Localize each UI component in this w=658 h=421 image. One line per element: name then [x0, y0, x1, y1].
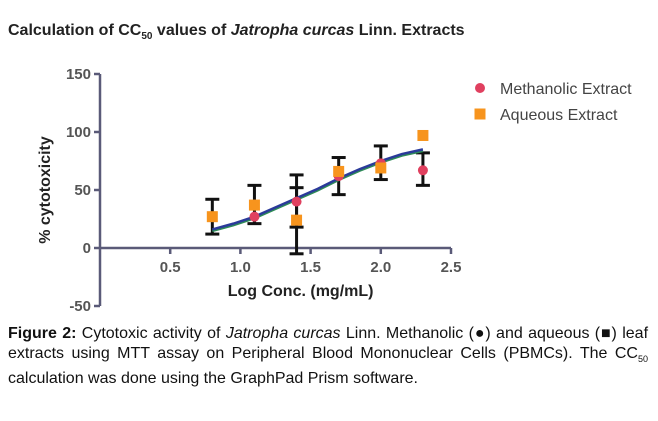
y-tick-label: -50: [69, 298, 91, 315]
x-tick-label: 1.5: [300, 259, 321, 276]
data-point-methanolic: [417, 165, 428, 176]
x-tick-label: 2.5: [441, 259, 462, 276]
fit-curve-methanolic: [211, 149, 424, 233]
figure-caption: Figure 2: Cytotoxic activity of Jatropha…: [8, 324, 648, 389]
data-point-aqueous: [248, 199, 260, 211]
chart-plot: 150 100 50 0 -50 0.5 1.0 1.5 2.0 2.5 Log Conc. (mg…: [37, 66, 632, 315]
data-point-methanolic: [249, 211, 260, 222]
title-text: Calculation of CC: [8, 22, 142, 39]
data-point-methanolic: [291, 196, 302, 207]
y-tick-label: 100: [66, 124, 91, 141]
fit-curve-aqueous: [211, 148, 424, 231]
data-point-aqueous: [333, 165, 345, 177]
legend-label: Methanolic Extract: [500, 81, 632, 98]
y-tick-label: 150: [66, 66, 91, 83]
data-point-aqueous: [291, 214, 303, 226]
title-subscript: 50: [141, 31, 153, 43]
title-italic: Jatropha curcas: [230, 22, 355, 39]
legend-marker-aqueous: [474, 108, 486, 120]
y-tick-label: 50: [74, 182, 91, 199]
x-axis-label: Log Conc. (mg/mL): [228, 283, 374, 300]
y-axis-label: % cytotoxicity: [37, 136, 54, 244]
y-tick-label: 0: [83, 240, 91, 257]
x-tick-label: 1.0: [230, 259, 251, 276]
legend-label: Aqueous Extract: [500, 107, 618, 124]
title-text: values of: [152, 22, 231, 39]
data-point-aqueous: [417, 129, 429, 141]
caption-text: calculation was done using the GraphPad …: [8, 370, 418, 388]
caption-label: Figure 2:: [8, 325, 77, 342]
chart-title: Calculation of CC50 values of Jatropha c…: [8, 22, 465, 42]
caption-italic: Jatropha curcas: [225, 325, 341, 342]
title-text: Linn. Extracts: [354, 22, 465, 39]
x-tick-label: 2.0: [370, 259, 391, 276]
caption-text: Linn. Methanolic (●) and aqueous (■) lea…: [8, 325, 649, 362]
x-tick-label: 0.5: [160, 259, 181, 276]
data-point-aqueous: [375, 162, 387, 174]
legend-marker-methanolic: [475, 83, 485, 93]
caption-text: Cytotoxic activity of: [76, 325, 226, 342]
data-point-aqueous: [206, 211, 218, 223]
caption-subscript: 50: [637, 354, 648, 365]
